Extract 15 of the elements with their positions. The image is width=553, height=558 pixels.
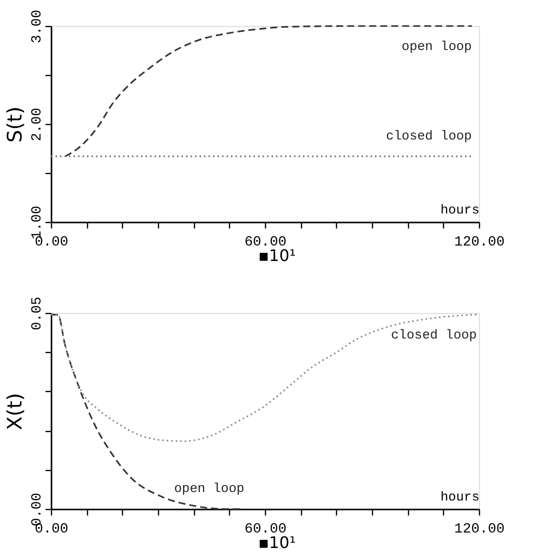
x-axis-title: hours	[440, 202, 480, 218]
y-axis-title: X(t)	[2, 392, 26, 430]
x-tick-label: 120.00	[454, 522, 505, 538]
y-axis-title: S(t)	[2, 106, 26, 143]
series-label: closed loop	[391, 328, 477, 343]
series-label: open loop	[174, 481, 244, 496]
y-tick-label: 3.00	[30, 10, 46, 44]
series-label: open loop	[402, 39, 472, 54]
line-series	[50, 314, 478, 442]
series-label: closed loop	[386, 128, 472, 144]
x-tick-label: 120.00	[454, 234, 505, 250]
y-tick-label: 2.00	[30, 108, 46, 142]
x-axis-title: hours	[440, 490, 480, 504]
line-series	[64, 25, 473, 158]
y-tick-label: 0.05	[30, 296, 46, 330]
